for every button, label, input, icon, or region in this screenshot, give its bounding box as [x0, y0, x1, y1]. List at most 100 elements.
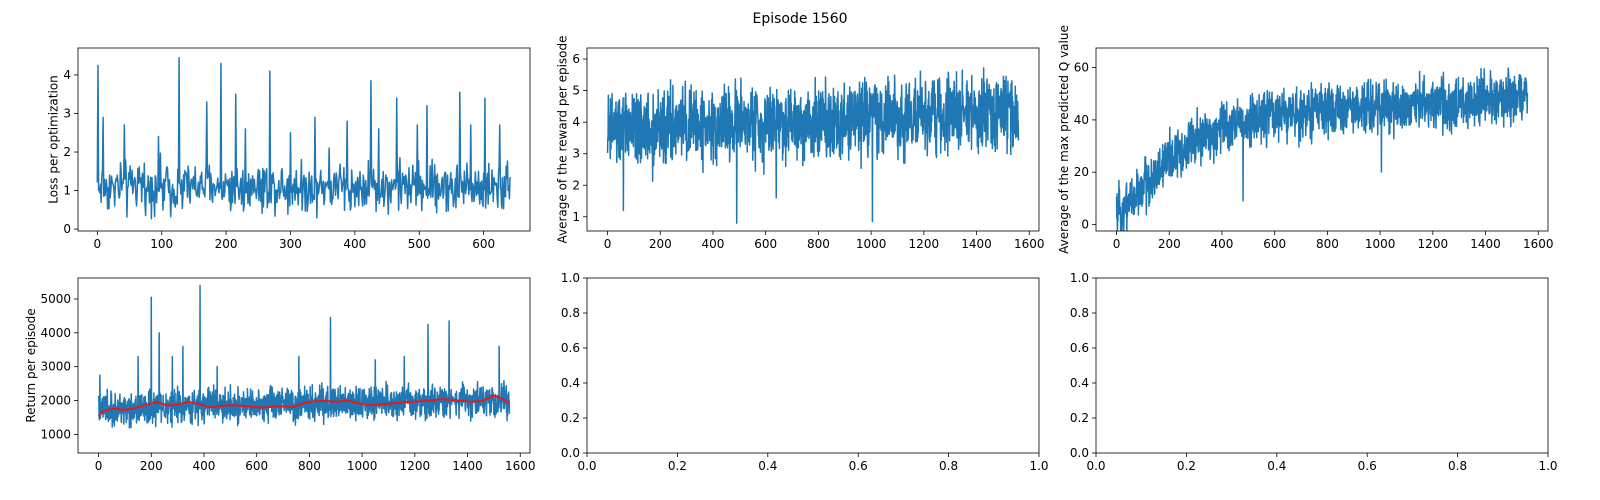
- x-tick-label: 200: [1158, 237, 1181, 251]
- x-tick-label: 1000: [1365, 237, 1396, 251]
- x-tick-label: 0.2: [668, 459, 687, 473]
- axes-frame: [1095, 47, 1549, 232]
- y-tick-label: 0.0: [1070, 446, 1089, 460]
- x-tick-label: 0: [1113, 237, 1121, 251]
- x-tick-label: 0: [604, 237, 612, 251]
- y-tick-label: 0.8: [1070, 306, 1089, 320]
- y-tick-label: 40: [1074, 113, 1089, 127]
- x-tick-label: 0.0: [1086, 459, 1105, 473]
- x-tick-label: 1400: [452, 459, 483, 473]
- subplot-max_q: 0 200 400 600 800 1000 1200 1400 1600 0 20 40 60Aver…: [1057, 25, 1554, 254]
- x-tick-label: 1600: [505, 459, 536, 473]
- x-tick-label: 0.8: [939, 459, 958, 473]
- x-tick-label: 100: [150, 237, 173, 251]
- x-tick-label: 1.0: [1538, 459, 1557, 473]
- x-tick-label: 1400: [961, 237, 992, 251]
- y-tick-label: 6: [572, 52, 580, 66]
- y-tick-label: 0.4: [1070, 376, 1089, 390]
- y-tick-label: 0.2: [561, 411, 580, 425]
- axes-frame: [1095, 277, 1549, 454]
- x-tick-label: 600: [245, 459, 268, 473]
- y-axis-label: Return per episode: [24, 308, 38, 422]
- y-tick-label: 2: [63, 145, 71, 159]
- x-tick-label: 0.4: [758, 459, 777, 473]
- x-tick-label: 400: [193, 459, 216, 473]
- y-tick-label: 1000: [40, 427, 71, 441]
- y-tick-label: 1: [572, 210, 580, 224]
- y-tick-label: 2: [572, 178, 580, 192]
- y-tick-label: 0: [63, 222, 71, 236]
- x-tick-label: 1200: [400, 459, 431, 473]
- x-tick-label: 1000: [856, 237, 887, 251]
- y-tick-label: 20: [1074, 165, 1089, 179]
- x-tick-label: 200: [649, 237, 672, 251]
- subplot-return: 0 200 400 600 800 1000 1200 1400 1600 1000 2000 300…: [24, 277, 536, 473]
- y-tick-label: 3: [572, 147, 580, 161]
- y-tick-label: 1: [63, 184, 71, 198]
- series-line-moving-average: [97, 394, 510, 418]
- x-tick-label: 500: [408, 237, 431, 251]
- x-tick-label: 1200: [1418, 237, 1449, 251]
- y-axis-label: Average of the max predicted Q value: [1057, 25, 1071, 254]
- subplot-empty_2: 0.0 0.2 0.4 0.6 0.8 1.0 0.0 0.2 0.4 0.6 0.8 1.0: [1070, 271, 1558, 473]
- x-tick-label: 1400: [1470, 237, 1501, 251]
- x-tick-label: 600: [472, 237, 495, 251]
- x-tick-label: 400: [343, 237, 366, 251]
- y-tick-label: 0.0: [561, 446, 580, 460]
- y-axis-label: Average of the reward per episode: [556, 35, 570, 243]
- x-tick-label: 1600: [1523, 237, 1554, 251]
- x-tick-label: 0.6: [849, 459, 868, 473]
- x-tick-label: 1000: [347, 459, 378, 473]
- y-tick-label: 1.0: [1070, 271, 1089, 285]
- y-tick-label: 60: [1074, 61, 1089, 75]
- x-tick-label: 600: [1263, 237, 1286, 251]
- y-tick-label: 0.6: [561, 341, 580, 355]
- x-tick-label: 1600: [1014, 237, 1045, 251]
- x-tick-label: 0.2: [1177, 459, 1196, 473]
- y-tick-label: 3: [63, 106, 71, 120]
- x-tick-label: 0.6: [1358, 459, 1377, 473]
- x-tick-label: 0.4: [1267, 459, 1286, 473]
- y-tick-label: 5000: [40, 292, 71, 306]
- y-tick-label: 3000: [40, 360, 71, 374]
- x-tick-label: 800: [298, 459, 321, 473]
- y-axis-label: Loss per optimization: [47, 75, 61, 204]
- series-line-max-predicted-Q: [1115, 67, 1529, 231]
- x-tick-label: 0.0: [577, 459, 596, 473]
- y-tick-label: 2000: [40, 394, 71, 408]
- x-tick-label: 0: [95, 459, 103, 473]
- x-tick-label: 0: [93, 237, 101, 251]
- y-tick-label: 0.4: [561, 376, 580, 390]
- x-tick-label: 0.8: [1448, 459, 1467, 473]
- series-line-return: [97, 284, 511, 429]
- x-tick-label: 200: [215, 237, 238, 251]
- x-tick-label: 1.0: [1029, 459, 1048, 473]
- x-tick-label: 1200: [909, 237, 940, 251]
- y-tick-label: 0.8: [561, 306, 580, 320]
- x-tick-label: 400: [702, 237, 725, 251]
- axes-frame: [586, 47, 1040, 232]
- x-tick-label: 800: [807, 237, 830, 251]
- axes-frame: [77, 47, 531, 232]
- x-tick-label: 800: [1316, 237, 1339, 251]
- y-tick-label: 0.2: [1070, 411, 1089, 425]
- y-tick-label: 4: [63, 68, 71, 82]
- x-tick-label: 200: [140, 459, 163, 473]
- x-tick-label: 600: [754, 237, 777, 251]
- axes-frame: [77, 277, 531, 454]
- subplot-avg_reward: 0 200 400 600 800 1000 1200 1400 1600 1 2 3 4 5 6Avera…: [556, 35, 1045, 251]
- x-tick-label: 300: [279, 237, 302, 251]
- series-line-average-reward: [606, 67, 1020, 224]
- x-tick-label: 400: [1211, 237, 1234, 251]
- subplot-empty_1: 0.0 0.2 0.4 0.6 0.8 1.0 0.0 0.2 0.4 0.6 0.8 1.0: [561, 271, 1049, 473]
- y-tick-label: 4000: [40, 326, 71, 340]
- y-tick-label: 0.6: [1070, 341, 1089, 355]
- series-line-loss: [96, 56, 511, 220]
- y-tick-label: 4: [572, 115, 580, 129]
- y-tick-label: 5: [572, 84, 580, 98]
- y-tick-label: 0: [1081, 217, 1089, 231]
